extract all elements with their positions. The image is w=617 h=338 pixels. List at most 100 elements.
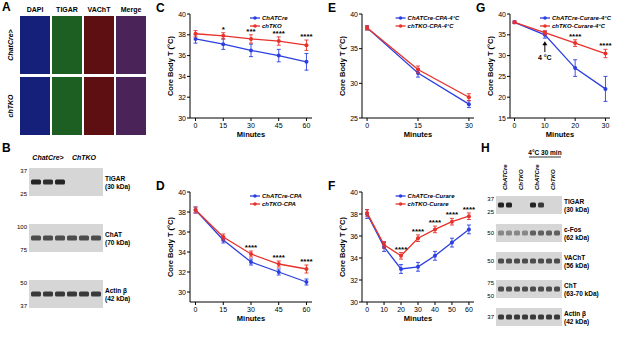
- band: [554, 203, 560, 208]
- lane-label: ChATCre: [534, 164, 540, 190]
- error-bar: [365, 210, 369, 219]
- y-tick: [507, 76, 510, 77]
- row-label: c-Fos: [564, 226, 582, 233]
- chart-panel: D303234363840015304560MinutesCore Body T…: [156, 179, 314, 323]
- error-cap: [365, 216, 369, 217]
- blot-strip: [496, 280, 562, 298]
- y-tick: [359, 280, 362, 281]
- error-cap: [194, 213, 198, 214]
- data-point: [365, 26, 369, 30]
- y-tick-label: 36: [178, 52, 186, 59]
- y-tick-label: 20: [498, 94, 506, 101]
- error-bar: [221, 234, 225, 240]
- row-sublabel: (30 kDa): [105, 183, 130, 191]
- error-bar: [304, 40, 308, 50]
- row-sublabel: (62 kDa): [564, 234, 589, 242]
- y-tick: [359, 48, 362, 49]
- row-label: VAChT: [564, 254, 585, 261]
- y-axis-label: Core Body T (°C): [486, 35, 495, 96]
- y-tick-label: 32: [178, 269, 186, 276]
- legend-label: ChATCre: [262, 15, 288, 21]
- micrograph: [52, 77, 82, 135]
- error-bar: [194, 207, 198, 213]
- band: [546, 287, 552, 292]
- plot-area: [365, 26, 471, 108]
- x-tick: [418, 302, 419, 305]
- chart-panel: F3032343638400102030405060MinutesCore Bo…: [328, 179, 476, 323]
- band: [514, 287, 520, 292]
- y-tick: [507, 34, 510, 35]
- y-tick-label: 40: [498, 11, 506, 18]
- error-cap: [467, 93, 471, 94]
- error-cap: [365, 209, 369, 210]
- data-point: [513, 20, 517, 24]
- y-axis-label: Core Body T (°C): [166, 35, 175, 96]
- column-label: TIGAR: [56, 6, 78, 13]
- error-cap: [467, 225, 471, 226]
- error-cap: [194, 36, 198, 37]
- band: [67, 292, 77, 297]
- x-tick-label: 10: [380, 306, 388, 313]
- y-axis: [362, 192, 363, 302]
- band: [538, 231, 544, 236]
- error-cap: [573, 59, 577, 60]
- data-point: [249, 260, 253, 264]
- band: [498, 315, 504, 320]
- y-tick-label: 30: [178, 115, 186, 122]
- y-tick: [187, 34, 190, 35]
- legend: ChATCre-CurarechTKO-Curare: [396, 193, 456, 207]
- band: [55, 180, 65, 185]
- y-axis: [362, 14, 363, 118]
- legend-label: ChATCre-CPA: [262, 193, 302, 199]
- blot-strip: [29, 280, 103, 308]
- y-tick-label: 34: [350, 255, 358, 262]
- legend-marker: [253, 16, 257, 20]
- band: [506, 231, 512, 236]
- data-point: [433, 227, 437, 231]
- error-cap: [467, 100, 471, 101]
- data-point: [467, 95, 471, 99]
- chart-panel: C303234363840015304560MinutesCore Body T…: [156, 1, 314, 139]
- mw-marker: 37: [487, 196, 494, 202]
- x-axis-label: Minutes: [237, 314, 265, 323]
- chart-panel: G1520253035400102030MinutesCore Body T (…: [476, 1, 613, 139]
- y-tick-label: 32: [350, 277, 358, 284]
- band: [546, 203, 552, 208]
- error-bar: [513, 21, 517, 23]
- error-cap: [304, 279, 308, 280]
- legend-marker: [399, 202, 403, 206]
- y-tick: [359, 214, 362, 215]
- error-cap: [467, 233, 471, 234]
- error-cap: [467, 100, 471, 101]
- image-panel: ADAPITIGARVAChTMergeChatCre>chTKO: [2, 0, 146, 135]
- mw-marker: 25: [487, 209, 494, 215]
- data-point: [304, 60, 308, 64]
- micrograph: [84, 16, 114, 74]
- data-point: [543, 31, 547, 35]
- x-tick-label: 30: [414, 306, 422, 313]
- mw-marker: 100: [17, 224, 28, 230]
- error-cap: [221, 240, 225, 241]
- band: [546, 231, 552, 236]
- column-label: VAChT: [88, 6, 112, 13]
- figure: C303234363840015304560MinutesCore Body T…: [0, 0, 617, 338]
- data-point: [399, 254, 403, 258]
- legend-label: ChATCre-CPA-4°C: [408, 15, 461, 21]
- x-tick: [278, 118, 279, 121]
- y-tick-label: 35: [350, 45, 358, 52]
- data-point: [573, 66, 577, 70]
- y-tick-label: 40: [350, 11, 358, 18]
- band: [546, 315, 552, 320]
- header-line: [529, 157, 561, 158]
- band: [522, 315, 528, 320]
- error-cap: [433, 260, 437, 261]
- x-tick-label: 40: [431, 306, 439, 313]
- y-tick: [187, 192, 190, 193]
- data-point: [277, 39, 281, 43]
- y-tick: [507, 118, 510, 119]
- y-tick: [187, 118, 190, 119]
- panel-label: G: [476, 1, 485, 15]
- mw-marker: 37: [20, 168, 27, 174]
- error-bar: [277, 49, 281, 61]
- arrow: [544, 44, 545, 52]
